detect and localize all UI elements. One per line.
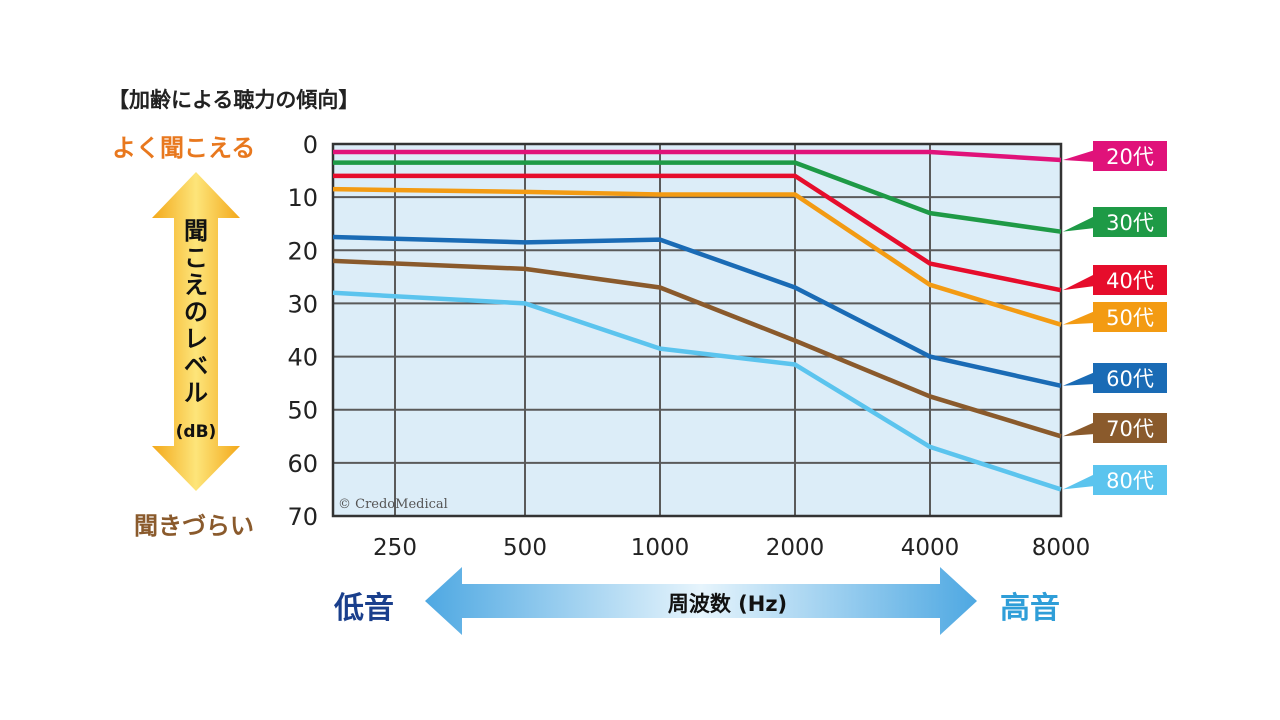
good-hearing-label: よく聞こえる [112, 134, 256, 162]
x-tick-label: 2000 [766, 535, 825, 561]
y-tick-label: 70 [287, 503, 318, 531]
legend-label: 60代 [1106, 367, 1154, 391]
legend-pointer [1063, 274, 1095, 291]
legend-swatch [1093, 363, 1167, 393]
y-tick-label: 20 [287, 237, 318, 265]
legend-swatch [1093, 265, 1167, 295]
low-frequency-label: 低音 [334, 591, 394, 626]
y-axis-label-char: ル [184, 379, 208, 407]
legend-swatch [1093, 141, 1167, 171]
y-tick-label: 10 [287, 184, 318, 212]
series-line [332, 290, 1062, 492]
y-axis-label-char: ベ [184, 352, 208, 380]
poor-hearing-label: 聞きづらい [134, 512, 254, 540]
legend-label: 30代 [1106, 211, 1154, 235]
plot-border [331, 142, 1063, 518]
y-axis-label: 聞こえのレベル [181, 218, 211, 407]
legend-pointer [1063, 474, 1095, 490]
series-lines [332, 149, 1062, 492]
watermark: © CredoMedical [338, 497, 448, 512]
y-axis-label-char: の [184, 298, 208, 326]
legend: 20代 30代 40代 50代 60代 70代 80代 [1063, 141, 1167, 495]
legend-label: 80代 [1106, 469, 1154, 493]
legend-pointer [1063, 150, 1095, 162]
series-line [332, 234, 1062, 388]
plot-area [333, 144, 1061, 516]
x-axis-label: 周波数 (Hz) [667, 592, 788, 616]
y-axis-label-char: レ [184, 325, 208, 353]
legend-swatch [1093, 465, 1167, 495]
legend-pointer [1063, 311, 1095, 325]
x-tick-label: 8000 [1032, 535, 1091, 561]
legend-swatch [1093, 413, 1167, 443]
y-tick-label: 30 [287, 290, 318, 318]
series-line [333, 149, 1062, 163]
y-tick-label: 0 [303, 131, 318, 159]
legend-swatch [1093, 302, 1167, 332]
horizontal-double-arrow [425, 567, 977, 635]
series-line [332, 186, 1062, 327]
x-tick-label: 500 [503, 535, 547, 561]
y-tick-label: 60 [287, 450, 318, 478]
legend-pointer [1063, 422, 1095, 437]
y-tick-label: 50 [287, 397, 318, 425]
y-axis-unit: (dB) [175, 422, 217, 442]
x-tick-label: 250 [373, 535, 417, 561]
series-line [333, 173, 1062, 293]
legend-swatch [1093, 207, 1167, 237]
high-frequency-label: 高音 [1000, 591, 1060, 626]
legend-label: 20代 [1106, 145, 1154, 169]
series-line [333, 160, 1062, 234]
y-axis-label-char: こ [184, 244, 208, 272]
legend-label: 50代 [1106, 306, 1154, 330]
y-axis-ticks: 0 10 20 30 40 50 60 70 [287, 131, 318, 531]
legend-label: 40代 [1106, 269, 1154, 293]
x-tick-label: 1000 [631, 535, 690, 561]
y-axis-label-char: え [184, 271, 208, 299]
series-line [332, 258, 1062, 439]
chart-title: 【加齢による聴力の傾向】 [108, 88, 360, 112]
y-tick-label: 40 [287, 344, 318, 372]
legend-pointer [1063, 216, 1095, 232]
x-axis-ticks: 250 500 1000 2000 4000 8000 [373, 535, 1090, 561]
x-tick-label: 4000 [901, 535, 960, 561]
legend-pointer [1063, 372, 1095, 386]
vertical-double-arrow [152, 172, 240, 491]
legend-label: 70代 [1106, 417, 1154, 441]
y-axis-label-char: 聞 [184, 217, 208, 245]
